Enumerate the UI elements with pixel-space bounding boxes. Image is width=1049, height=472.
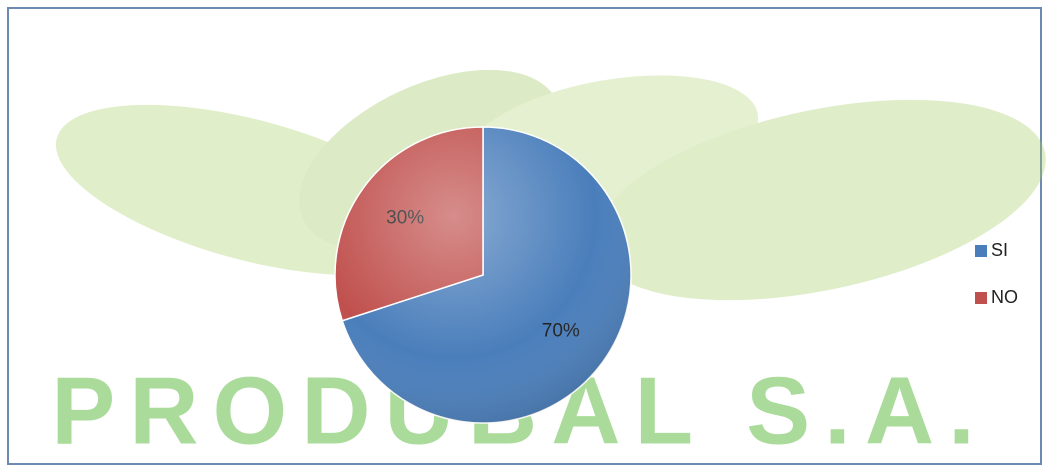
data-label: 30% [386,207,424,228]
legend-swatch [975,245,987,257]
legend-label: SI [991,240,1008,260]
legend-swatch [975,292,987,304]
data-label: 70% [542,321,580,342]
legend-label: NO [991,287,1018,307]
